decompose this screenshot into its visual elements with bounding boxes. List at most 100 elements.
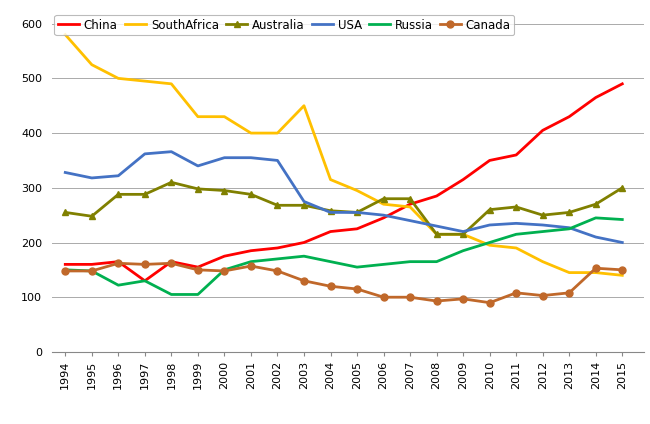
SouthAfrica [220, 114, 228, 119]
Canada [300, 278, 308, 283]
USA [168, 149, 176, 154]
Legend: China, SouthAfrica, Australia, USA, Russia, Canada: China, SouthAfrica, Australia, USA, Russ… [55, 15, 514, 35]
SouthAfrica [460, 232, 467, 237]
Canada [460, 296, 467, 301]
Russia [114, 283, 122, 288]
SouthAfrica [300, 103, 308, 108]
China [380, 215, 387, 220]
Australia [194, 186, 202, 191]
Russia [512, 232, 520, 237]
USA [300, 199, 308, 204]
Russia [566, 226, 573, 232]
SouthAfrica [618, 273, 626, 278]
Canada [539, 293, 547, 298]
Australia [353, 210, 361, 215]
China [274, 245, 281, 251]
Canada [88, 268, 96, 273]
China [353, 226, 361, 232]
Canada [592, 266, 600, 271]
SouthAfrica [406, 204, 414, 209]
Line: SouthAfrica: SouthAfrica [65, 35, 622, 275]
China [300, 240, 308, 245]
Canada [512, 290, 520, 296]
Canada [380, 295, 387, 300]
Australia [220, 188, 228, 193]
USA [88, 176, 96, 181]
Canada [61, 268, 69, 273]
Russia [592, 215, 600, 220]
Canada [194, 267, 202, 272]
Australia [512, 204, 520, 209]
USA [61, 170, 69, 175]
Russia [326, 259, 334, 264]
China [433, 193, 441, 198]
SouthAfrica [353, 188, 361, 193]
Canada [433, 298, 441, 304]
China [460, 177, 467, 182]
Canada [566, 290, 573, 296]
Russia [274, 257, 281, 262]
SouthAfrica [141, 78, 149, 84]
China [618, 81, 626, 86]
China [592, 95, 600, 100]
China [88, 262, 96, 267]
USA [326, 210, 334, 215]
SouthAfrica [88, 62, 96, 67]
Russia [194, 292, 202, 297]
Russia [433, 259, 441, 264]
Canada [114, 261, 122, 266]
Canada [326, 284, 334, 289]
Russia [486, 240, 493, 245]
USA [512, 221, 520, 226]
Australia [88, 214, 96, 219]
SouthAfrica [274, 131, 281, 136]
SouthAfrica [380, 202, 387, 207]
USA [433, 223, 441, 229]
Canada [247, 263, 255, 268]
Russia [220, 267, 228, 272]
Russia [88, 268, 96, 273]
Canada [486, 300, 493, 305]
China [141, 278, 149, 283]
USA [194, 163, 202, 168]
USA [406, 218, 414, 223]
USA [618, 240, 626, 245]
Canada [618, 267, 626, 272]
China [220, 254, 228, 259]
Russia [539, 229, 547, 234]
China [406, 202, 414, 207]
Canada [141, 262, 149, 267]
Line: Australia: Australia [62, 179, 626, 238]
Australia [61, 210, 69, 215]
Australia [114, 192, 122, 197]
USA [141, 151, 149, 156]
Russia [168, 292, 176, 297]
Russia [61, 267, 69, 272]
Australia [141, 192, 149, 197]
Canada [220, 268, 228, 273]
Australia [326, 208, 334, 213]
Australia [433, 232, 441, 237]
Russia [353, 265, 361, 270]
Russia [460, 248, 467, 253]
USA [274, 158, 281, 163]
Russia [300, 254, 308, 259]
SouthAfrica [512, 245, 520, 251]
USA [247, 155, 255, 160]
SouthAfrica [539, 259, 547, 264]
China [168, 259, 176, 264]
USA [353, 210, 361, 215]
Canada [353, 287, 361, 292]
Russia [247, 259, 255, 264]
Australia [460, 232, 467, 237]
SouthAfrica [592, 270, 600, 275]
SouthAfrica [486, 243, 493, 248]
SouthAfrica [433, 232, 441, 237]
Australia [406, 196, 414, 201]
SouthAfrica [326, 177, 334, 182]
Australia [274, 203, 281, 208]
USA [486, 223, 493, 228]
China [566, 114, 573, 119]
USA [114, 173, 122, 179]
USA [460, 229, 467, 234]
